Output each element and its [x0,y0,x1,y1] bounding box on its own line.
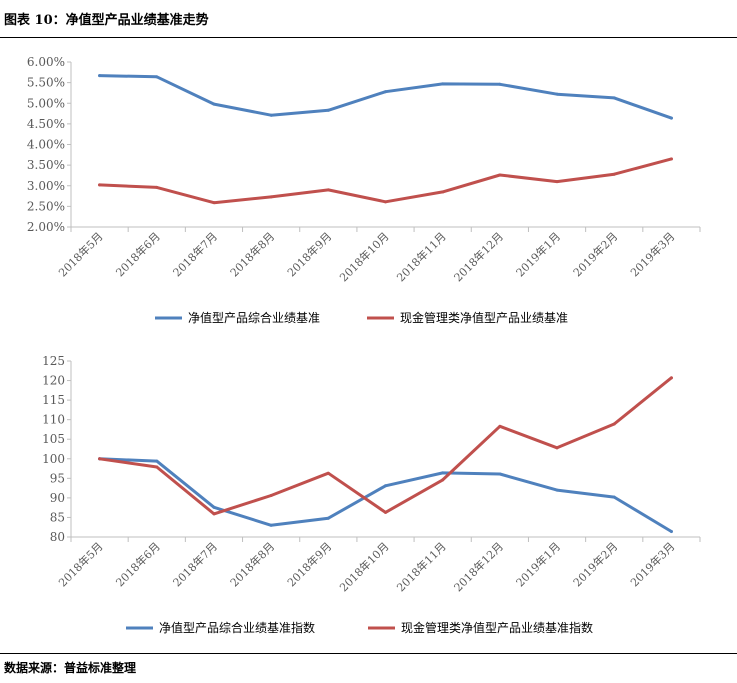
data-point [155,459,159,463]
y-tick-label: 3.50% [27,158,65,172]
data-point [326,471,330,475]
y-tick-label: 95 [50,471,65,485]
x-tick-label: 2019年1月 [513,229,563,279]
x-tick-label: 2019年2月 [570,539,620,589]
data-point [669,116,673,120]
data-point [269,523,273,527]
data-point [326,516,330,520]
x-tick-label: 2018年12月 [451,229,506,284]
x-tick-label: 2018年7月 [170,539,220,589]
source-note: 数据来源：普益标准整理 [4,661,137,675]
y-tick-label: 4.00% [27,138,65,152]
x-tick-label: 2019年1月 [513,539,563,589]
source-rule [0,653,737,654]
series-line-1 [98,457,673,533]
y-tick-label: 85 [50,510,65,524]
data-point [98,457,102,461]
data-point [212,512,216,516]
data-point [555,488,559,492]
data-point [98,74,102,78]
figure-title: 图表 10：净值型产品业绩基准走势 [4,13,209,28]
data-point [269,494,273,498]
data-point [498,424,502,428]
x-tick-label: 2018年6月 [113,539,163,589]
x-tick-label: 2018年11月 [394,539,449,594]
y-tick-label: 115 [42,393,65,407]
x-tick-label: 2018年9月 [284,539,334,589]
data-point [441,478,445,482]
data-point [612,172,616,176]
x-tick-label: 2019年3月 [627,229,677,279]
y-tick-label: 125 [42,354,65,368]
chart-2: 80 85 90 95 100 105 110 115 120 125 2018年5月 2018年6月… [42,354,701,635]
y-tick-label: 110 [42,413,65,427]
x-tick-label: 2018年9月 [284,229,334,279]
data-point [669,157,673,161]
x-tick-label: 2018年10月 [336,229,391,284]
data-point [612,96,616,100]
legend-label: 现金管理类净值型产品业绩基准指数 [401,620,593,635]
y-tick-label: 5.50% [27,76,65,90]
series-line-2 [98,157,673,205]
x-tick-label: 2019年3月 [627,539,677,589]
data-point [212,505,216,509]
y-tick-label: 2.00% [27,220,65,234]
y-tick-label: 90 [50,491,65,505]
data-point [498,173,502,177]
legend-label: 净值型产品综合业绩基准指数 [159,620,315,635]
y-tick-label: 5.00% [27,96,65,110]
data-point [269,195,273,199]
legend-label: 现金管理类净值型产品业绩基准 [400,310,568,325]
y-tick-label: 2.50% [27,199,65,213]
data-point [155,465,159,469]
data-point [326,108,330,112]
x-tick-label: 2018年11月 [394,229,449,284]
title-rule [0,37,737,38]
data-point [669,530,673,534]
x-tick-label: 2019年2月 [570,229,620,279]
y-tick-label: 105 [42,432,65,446]
data-point [669,376,673,380]
data-point [441,82,445,86]
y-tick-label: 6.00% [27,55,65,69]
x-tick-label: 2018年6月 [113,229,163,279]
x-tick-label: 2018年5月 [56,539,106,589]
x-tick-label: 2018年12月 [451,539,506,594]
x-tick-label: 2018年10月 [336,539,391,594]
y-tick-label: 4.50% [27,117,65,131]
data-point [98,183,102,187]
y-tick-label: 3.00% [27,179,65,193]
x-tick-label: 2018年5月 [56,229,106,279]
data-point [555,92,559,96]
legend-label: 净值型产品综合业绩基准 [188,310,320,325]
data-point [212,201,216,205]
data-point [384,90,387,94]
data-point [269,113,273,117]
y-tick-label: 120 [42,374,65,388]
data-point [384,510,387,514]
x-tick-label: 2018年8月 [227,229,277,279]
y-tick-label: 80 [50,530,65,544]
data-point [384,484,387,488]
data-point [498,472,502,476]
x-tick-label: 2018年7月 [170,229,220,279]
data-point [498,82,502,86]
data-point [441,471,445,475]
data-point [441,190,445,194]
data-point [212,102,216,106]
x-tick-label: 2018年8月 [227,539,277,589]
y-tick-label: 100 [42,452,65,466]
series-line-1 [98,74,673,120]
data-point [384,200,387,204]
chart-1: 2.00% 2.50% 3.00% 3.50% 4.00% 4.50% 5.00% 5.50%… [27,55,701,325]
data-point [612,422,616,426]
data-point [612,495,616,499]
data-point [555,180,559,184]
data-point [155,185,159,189]
data-point [155,75,159,79]
data-point [555,446,559,450]
data-point [326,188,330,192]
